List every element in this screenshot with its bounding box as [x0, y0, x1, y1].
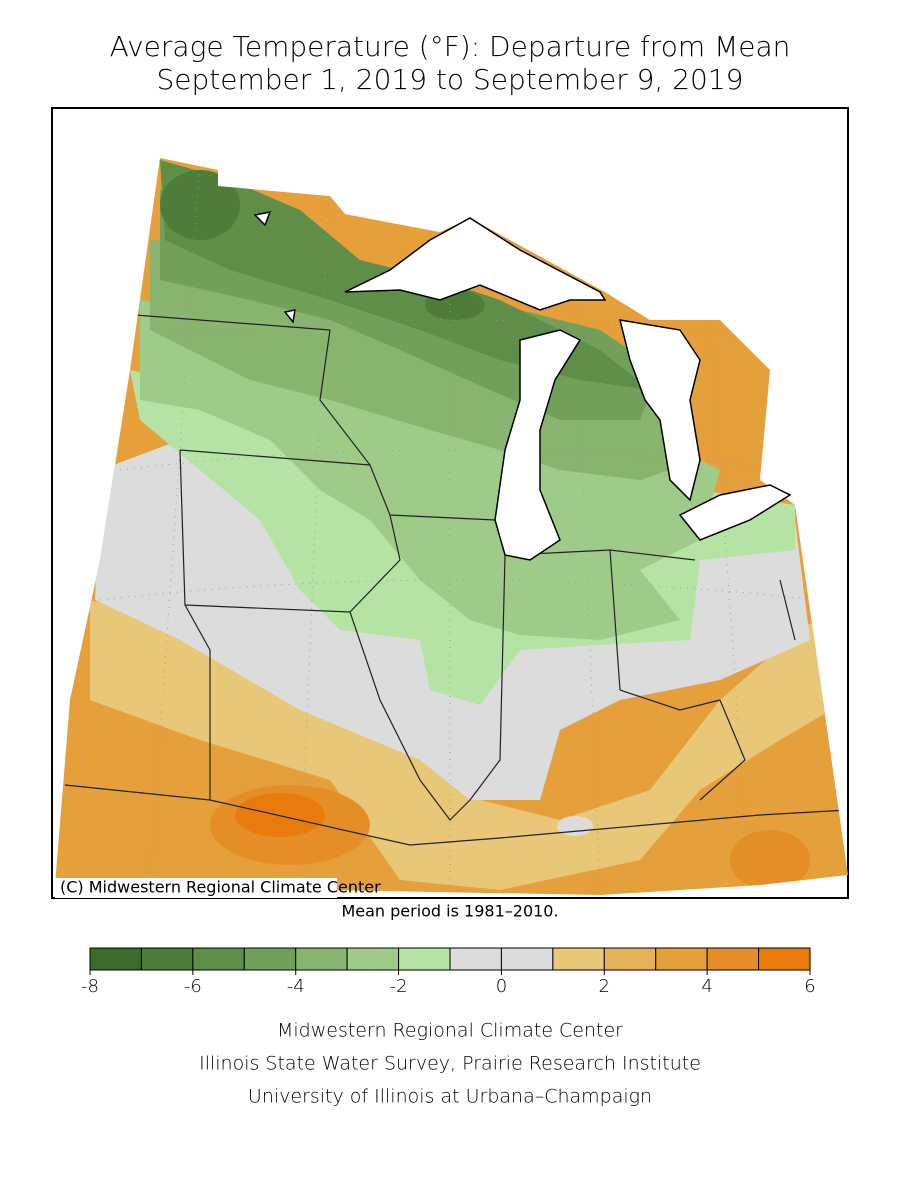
legend-swatch [295, 947, 348, 971]
copyright: (C) Midwestern Regional Climate Center [60, 878, 381, 897]
legend-tick-label: -4 [287, 976, 305, 997]
legend-tick-label: 0 [496, 976, 507, 997]
legend-swatch [243, 947, 297, 971]
legend-tick-label: 2 [599, 976, 610, 997]
title: Average Temperature (°F): Departure from… [110, 30, 791, 63]
mean-period: Mean period is 1981–2010. [341, 902, 558, 921]
legend-swatch [346, 947, 400, 971]
legend-tick-label: 4 [701, 976, 712, 997]
legend-tick-label: -6 [184, 976, 202, 997]
footer-line: Illinois State Water Survey, Prairie Res… [199, 1053, 701, 1075]
legend-swatch [655, 947, 708, 971]
legend-swatch [603, 947, 657, 971]
legend-tick-label: -2 [390, 976, 408, 997]
footer-line: Midwestern Regional Climate Center [277, 1020, 623, 1042]
legend-swatch [89, 947, 142, 971]
map: (C) Midwestern Regional Climate Center [51, 107, 849, 899]
subtitle: September 1, 2019 to September 9, 2019 [157, 63, 744, 96]
legend-swatch [706, 947, 760, 971]
legend-tick-label: 6 [804, 976, 815, 997]
color-legend: -8 -6 -4 -2 0 2 4 6 [81, 947, 816, 997]
legend-swatch [758, 947, 811, 971]
legend-tick-label: -8 [81, 976, 99, 997]
footer-line: University of Illinois at Urbana–Champai… [248, 1086, 652, 1108]
legend-swatch [449, 947, 502, 971]
legend-swatch [552, 947, 605, 971]
legend-swatch [192, 947, 245, 971]
legend-swatch [398, 947, 451, 971]
legend-swatch [140, 947, 194, 971]
legend-swatch [500, 947, 554, 971]
